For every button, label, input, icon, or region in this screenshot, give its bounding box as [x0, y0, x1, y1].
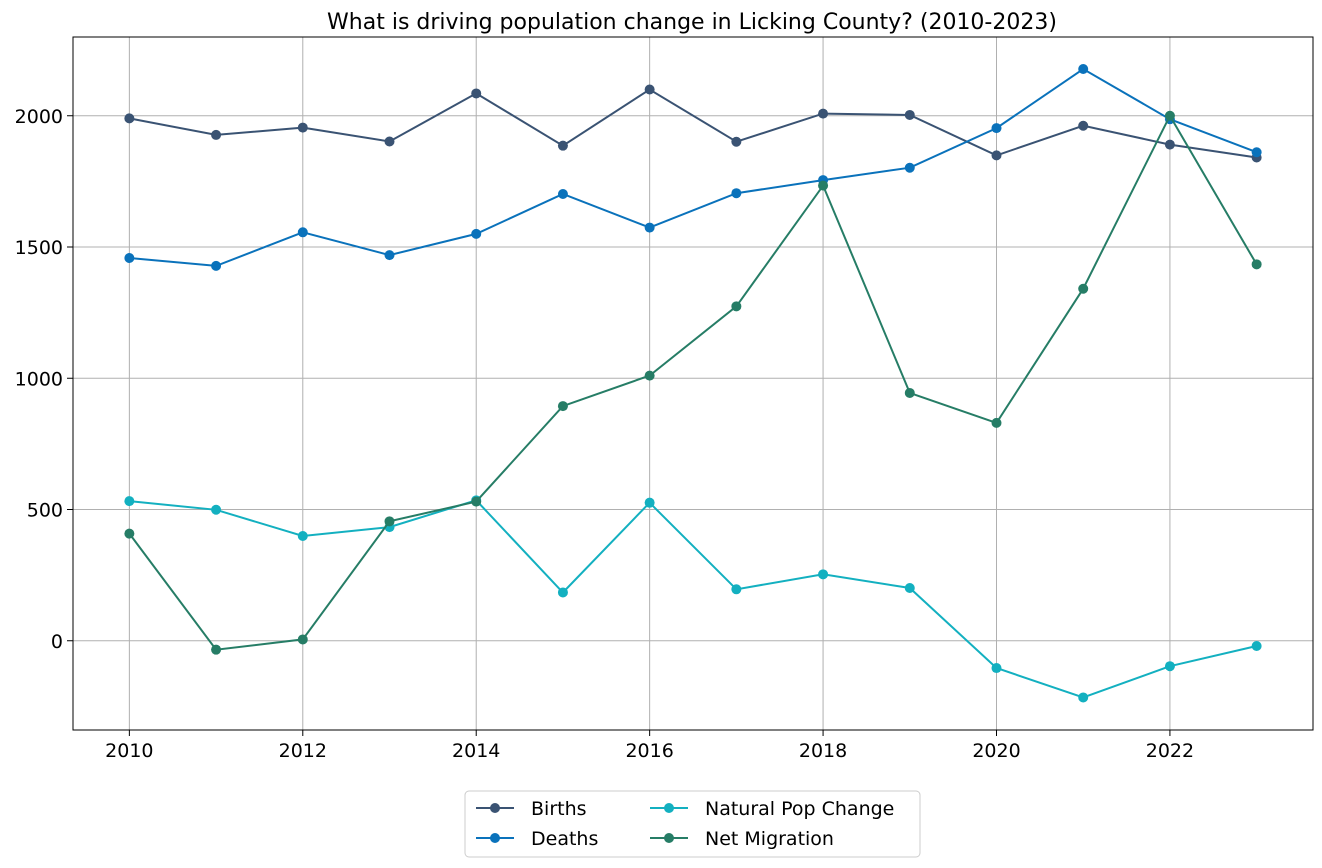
series-deaths	[124, 64, 1262, 271]
plot-frame	[72, 36, 1314, 731]
data-point	[557, 188, 568, 199]
series-line	[129, 88, 1257, 159]
series-line	[128, 113, 1258, 651]
legend-label: Deaths	[531, 828, 598, 850]
series-natural-pop-change	[124, 495, 1262, 703]
legend-swatch-marker	[664, 803, 674, 813]
data-point	[1078, 120, 1089, 131]
data-point	[1251, 147, 1262, 158]
data-point	[557, 401, 568, 412]
data-point	[991, 150, 1002, 161]
data-point	[384, 136, 395, 147]
data-point	[557, 587, 568, 598]
data-point	[731, 136, 742, 147]
legend-swatch-marker	[490, 833, 500, 843]
data-point	[818, 108, 829, 119]
legend-item: Natural Pop Change	[650, 798, 894, 820]
data-point	[904, 109, 915, 120]
x-tick-label: 2020	[972, 740, 1020, 762]
data-point	[471, 228, 482, 239]
grid	[73, 37, 1313, 730]
chart-title: What is driving population change in Lic…	[327, 10, 1057, 35]
data-point	[1164, 661, 1175, 672]
series-line	[129, 67, 1257, 267]
data-point	[644, 222, 655, 233]
data-point	[1078, 64, 1089, 75]
data-point	[644, 497, 655, 508]
legend-item: Births	[476, 798, 587, 820]
data-point	[211, 644, 222, 655]
data-point	[297, 227, 308, 238]
data-point	[1251, 259, 1262, 270]
data-point	[1164, 139, 1175, 150]
data-point	[1078, 692, 1089, 703]
legend-box	[464, 790, 921, 858]
data-point	[991, 123, 1002, 134]
x-tick-label: 2022	[1146, 740, 1194, 762]
data-point	[297, 634, 308, 645]
data-point	[818, 180, 829, 191]
series-net-migration	[124, 110, 1262, 655]
data-point	[471, 496, 482, 507]
data-point	[557, 140, 568, 151]
data-point	[384, 516, 395, 527]
legend-label: Births	[531, 798, 587, 820]
legend-item: Net Migration	[650, 828, 834, 850]
legend-label: Net Migration	[705, 828, 834, 850]
legend: Births Deaths Natural Pop Change Net Migrat…	[464, 790, 921, 858]
data-point	[211, 504, 222, 515]
x-tick-label: 2012	[279, 740, 327, 762]
data-point	[904, 162, 915, 173]
x-tick-label: 2014	[452, 740, 500, 762]
data-point	[124, 496, 135, 507]
legend-label: Natural Pop Change	[705, 798, 894, 820]
data-point	[991, 663, 1002, 674]
data-point	[1164, 110, 1175, 121]
data-point	[1078, 283, 1089, 294]
data-point	[297, 122, 308, 133]
legend-swatch-marker	[664, 833, 674, 843]
data-point	[731, 584, 742, 595]
data-point	[297, 531, 308, 542]
data-point	[211, 260, 222, 271]
data-point	[211, 129, 222, 140]
data-point	[818, 569, 829, 580]
data-point	[471, 88, 482, 99]
series-layer	[124, 64, 1262, 703]
data-point	[124, 528, 135, 539]
data-point	[731, 188, 742, 199]
data-point	[384, 250, 395, 261]
data-point	[904, 582, 915, 593]
data-point	[124, 253, 135, 264]
data-point	[731, 301, 742, 312]
series-line	[129, 499, 1257, 699]
x-tick-label: 2016	[625, 740, 673, 762]
data-point	[904, 387, 915, 398]
data-point	[1251, 641, 1262, 651]
data-point	[124, 113, 135, 124]
legend-item: Deaths	[476, 828, 598, 850]
series-births	[124, 84, 1262, 163]
data-point	[991, 417, 1002, 428]
y-tick-label: 0	[51, 631, 63, 653]
y-tick-label: 2000	[15, 106, 63, 128]
legend-swatch-marker	[490, 803, 500, 813]
data-point	[644, 84, 655, 95]
x-tick-label: 2018	[799, 740, 847, 762]
data-point	[644, 370, 655, 381]
x-tick-label: 2010	[105, 740, 153, 762]
y-tick-label: 500	[27, 500, 63, 522]
y-tick-label: 1500	[15, 237, 63, 259]
axis-ticks: 2010 2012 2014 2016 2018 2020 2022 0 500 1000 1500…	[15, 106, 1194, 762]
y-tick-label: 1000	[15, 368, 63, 390]
